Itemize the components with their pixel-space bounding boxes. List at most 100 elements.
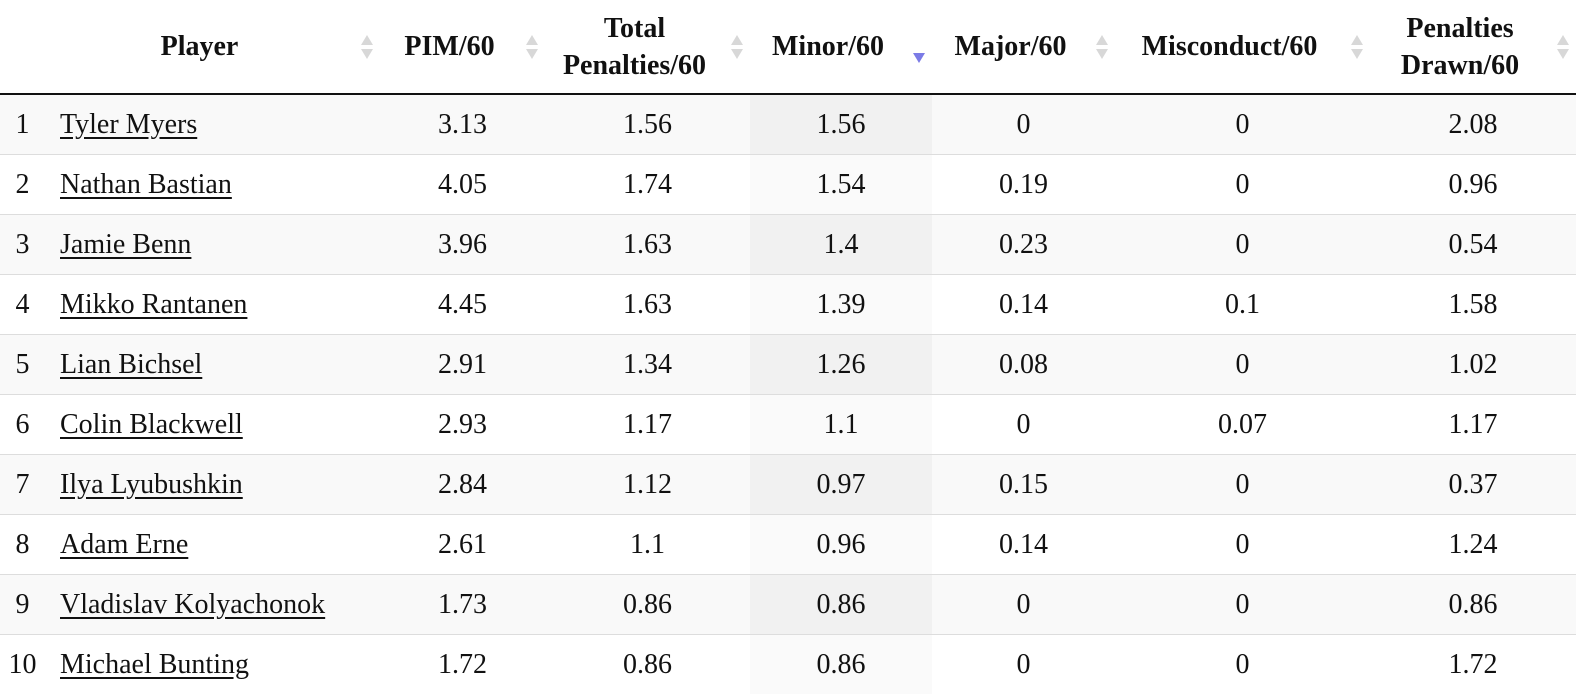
stat-cell: 1.58 [1370, 274, 1576, 335]
table-row: 2 Nathan Bastian 4.05 1.74 1.54 0.19 0 0.96 [0, 154, 1576, 215]
stat-cell: 0 [1115, 93, 1370, 155]
stat-cell: 4.45 [380, 274, 545, 335]
sort-icon[interactable] [912, 33, 926, 63]
header-label: Player [160, 31, 239, 62]
rank-cell: 6 [0, 394, 45, 455]
stat-cell: 1.4 [750, 214, 932, 275]
sort-icon[interactable] [1095, 33, 1109, 61]
table-row: 5 Lian Bichsel 2.91 1.34 1.26 0.08 0 1.02 [0, 334, 1576, 395]
stat-cell: 2.08 [1370, 93, 1576, 155]
stat-cell: 0.14 [932, 514, 1115, 575]
column-header[interactable]: PIM/60 [380, 0, 545, 95]
player-link[interactable]: Ilya Lyubushkin [60, 468, 243, 500]
stat-cell: 0.15 [932, 454, 1115, 515]
header-label: Minor/60 [772, 31, 884, 62]
stat-cell: 0 [932, 574, 1115, 635]
stat-cell: 0.07 [1115, 394, 1370, 455]
stat-cell: 1.24 [1370, 514, 1576, 575]
stat-cell: 1.63 [545, 214, 750, 275]
player-link[interactable]: Mikko Rantanen [60, 288, 248, 320]
stat-cell: 3.13 [380, 93, 545, 155]
stat-cell: 0.97 [750, 454, 932, 515]
stat-cell: 0 [1115, 514, 1370, 575]
sort-icon[interactable] [525, 33, 539, 61]
header-label: Penalties Drawn/60 [1400, 12, 1520, 81]
stat-cell: 2.61 [380, 514, 545, 575]
player-link[interactable]: Colin Blackwell [60, 408, 243, 440]
sort-icon[interactable] [360, 33, 374, 61]
rank-cell: 2 [0, 154, 45, 215]
table-row: 8 Adam Erne 2.61 1.1 0.96 0.14 0 1.24 [0, 514, 1576, 575]
header-label: Major/60 [954, 31, 1067, 62]
sort-icon[interactable] [730, 33, 744, 61]
stat-cell: 2.91 [380, 334, 545, 395]
player-cell: Lian Bichsel [45, 334, 380, 395]
player-cell: Colin Blackwell [45, 394, 380, 455]
column-header[interactable]: Major/60 [932, 0, 1115, 95]
table-row: 7 Ilya Lyubushkin 2.84 1.12 0.97 0.15 0 0.37 [0, 454, 1576, 515]
column-header[interactable]: Misconduct/60 [1115, 0, 1370, 95]
stat-cell: 0.19 [932, 154, 1115, 215]
stat-cell: 0.23 [932, 214, 1115, 275]
stat-cell: 1.39 [750, 274, 932, 335]
player-link[interactable]: Nathan Bastian [60, 168, 232, 200]
player-link[interactable]: Vladislav Kolyachonok [60, 588, 326, 620]
stat-cell: 4.05 [380, 154, 545, 215]
stat-cell: 3.96 [380, 214, 545, 275]
table-row: 10 Michael Bunting 1.72 0.86 0.86 0 0 1.72 [0, 634, 1576, 694]
column-header[interactable]: Total Penalties/60 [545, 0, 750, 95]
table-body: 1 Tyler Myers 3.13 1.56 1.56 0 0 2.08 2 Nathan Ba… [0, 93, 1576, 694]
player-cell: Ilya Lyubushkin [45, 454, 380, 515]
rank-cell: 9 [0, 574, 45, 635]
stat-cell: 0.86 [1370, 574, 1576, 635]
rank-header [0, 0, 45, 95]
stat-cell: 1.56 [750, 93, 932, 155]
column-header[interactable]: Player [45, 0, 380, 95]
stat-cell: 0.86 [750, 574, 932, 635]
stat-cell: 0 [932, 93, 1115, 155]
table-row: 3 Jamie Benn 3.96 1.63 1.4 0.23 0 0.54 [0, 214, 1576, 275]
player-cell: Adam Erne [45, 514, 380, 575]
stat-cell: 0.86 [545, 634, 750, 694]
player-link[interactable]: Lian Bichsel [60, 348, 203, 380]
column-header[interactable]: Penalties Drawn/60 [1370, 0, 1576, 95]
stat-cell: 0.14 [932, 274, 1115, 335]
stat-cell: 0.86 [750, 634, 932, 694]
rank-cell: 1 [0, 93, 45, 155]
stat-cell: 0 [1115, 574, 1370, 635]
player-link[interactable]: Tyler Myers [60, 108, 198, 140]
stat-cell: 0.08 [932, 334, 1115, 395]
stat-cell: 1.1 [750, 394, 932, 455]
stat-cell: 1.17 [1370, 394, 1576, 455]
stat-cell: 0.54 [1370, 214, 1576, 275]
stat-cell: 0 [1115, 634, 1370, 694]
stat-cell: 0.96 [1370, 154, 1576, 215]
stat-cell: 0.1 [1115, 274, 1370, 335]
player-link[interactable]: Michael Bunting [60, 648, 249, 680]
player-cell: Michael Bunting [45, 634, 380, 694]
header-label: PIM/60 [404, 31, 495, 62]
header-row: Player PIM/60 Total Penalties/60 Minor/60 Ma… [0, 0, 1576, 95]
column-header[interactable]: Minor/60 [750, 0, 932, 95]
stat-cell: 1.74 [545, 154, 750, 215]
stat-cell: 1.72 [1370, 634, 1576, 694]
stat-cell: 1.63 [545, 274, 750, 335]
sort-icon[interactable] [1556, 33, 1570, 61]
table-row: 4 Mikko Rantanen 4.45 1.63 1.39 0.14 0.1 1.58 [0, 274, 1576, 335]
player-link[interactable]: Adam Erne [60, 528, 189, 560]
player-cell: Vladislav Kolyachonok [45, 574, 380, 635]
stat-cell: 0 [1115, 154, 1370, 215]
stat-cell: 1.02 [1370, 334, 1576, 395]
player-cell: Nathan Bastian [45, 154, 380, 215]
player-link[interactable]: Jamie Benn [60, 228, 192, 260]
stat-cell: 2.84 [380, 454, 545, 515]
table-row: 9 Vladislav Kolyachonok 1.73 0.86 0.86 0 0 0.86 [0, 574, 1576, 635]
stat-cell: 1.1 [545, 514, 750, 575]
sort-icon[interactable] [1350, 33, 1364, 61]
stat-cell: 1.34 [545, 334, 750, 395]
rank-cell: 10 [0, 634, 45, 694]
stat-cell: 1.72 [380, 634, 545, 694]
stat-cell: 0 [1115, 454, 1370, 515]
